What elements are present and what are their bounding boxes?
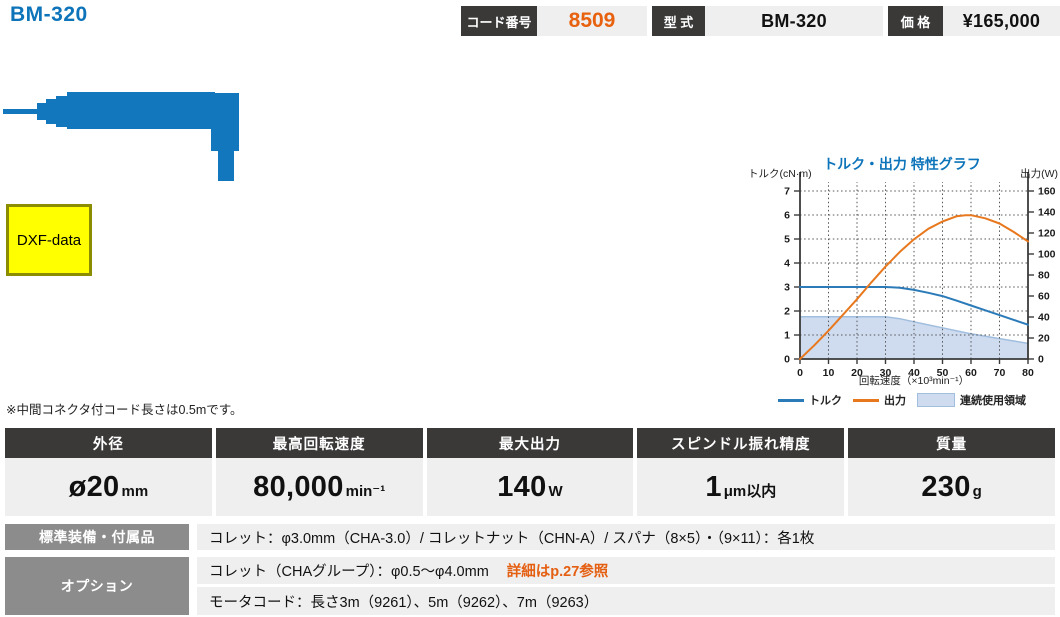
price-value: ¥165,000 [962,10,1041,31]
spec-table: 外径 最高回転速度 最大出力 スピンドル振れ精度 質量 ø20 mm 80,000… [5,428,1055,516]
spec-header-row: 外径 最高回転速度 最大出力 スピンドル振れ精度 質量 [5,428,1055,458]
svg-text:20: 20 [851,367,863,379]
spec-value-max-speed: 80,000 min⁻¹ [215,458,423,516]
options-line-motor-cord: モータコード：長さ3m（9261）、5m（9262）、7m（9263） [197,587,1055,615]
page-title: BM-320 [10,3,88,26]
chart-x-axis-label: 回転速度（×10³min⁻¹） [858,375,970,387]
options-label: オプション [5,557,189,615]
svg-text:0: 0 [784,354,790,366]
svg-text:50: 50 [937,367,949,379]
accessories-content: コレット：φ3.0mm（CHA-3.0）/ コレットナット（CHN-A）/ スパ… [197,524,1055,550]
model-value: BM-320 [761,10,827,31]
svg-text:160: 160 [1038,186,1056,198]
svg-text:120: 120 [1038,228,1056,240]
svg-text:0: 0 [1038,354,1044,366]
code-number-badge: コード番号 [461,6,537,36]
chart-left-axis-label: トルク(cN·m) [748,168,812,180]
spec-header-weight: 質量 [848,428,1055,458]
spec-value-max-output: 140 W [426,458,634,516]
price-badge: 価 格 [888,6,943,36]
product-image [3,92,239,181]
spec-header-max-output: 最大出力 [426,428,634,458]
svg-text:1: 1 [784,330,790,342]
legend-line-swatch [853,398,879,402]
header-price-group: 価 格 ¥165,000 [888,6,1060,36]
svg-text:3: 3 [784,282,790,294]
code-number-value-cell: 8509 [537,6,647,36]
spec-value-outer-diameter: ø20 mm [5,458,212,516]
svg-text:60: 60 [965,367,977,379]
svg-text:4: 4 [784,258,790,270]
accessories-row: 標準装備・付属品 コレット：φ3.0mm（CHA-3.0）/ コレットナット（C… [5,524,1055,550]
svg-text:140: 140 [1038,207,1056,219]
svg-text:20: 20 [1038,333,1050,345]
svg-text:80: 80 [1038,270,1050,282]
options-line-collet: コレット（CHAグループ）：φ0.5～φ4.0mm 詳細はp.27参照 [197,557,1055,584]
header-code-group: コード番号 8509 [461,6,647,36]
dxf-data-label: DXF-data [16,231,82,249]
torque-output-chart: トルク・出力 特性グラフ トルク(cN·m) 出力(W) 0 1 2 3 4 5 6 7 0 20… [746,152,1058,410]
svg-text:7: 7 [784,186,790,198]
spec-header-outer-diameter: 外径 [5,428,212,458]
svg-text:10: 10 [823,367,835,379]
spec-value-weight: 230 g [848,458,1055,516]
legend-item: 連続使用領域 [917,392,1026,408]
options-row: オプション コレット（CHAグループ）：φ0.5～φ4.0mm 詳細はp.27参… [5,557,1055,615]
chart-title: トルク・出力 特性グラフ [823,156,981,172]
details-page-link[interactable]: 詳細はp.27参照 [506,564,609,580]
legend-line-swatch [778,398,804,402]
price-value-cell: ¥165,000 [943,6,1060,36]
code-number-value: 8509 [568,9,616,32]
svg-text:0: 0 [797,367,803,379]
svg-text:30: 30 [880,367,892,379]
spec-header-runout: スピンドル振れ精度 [637,428,845,458]
model-badge: 型 式 [652,6,705,36]
svg-text:60: 60 [1038,291,1050,303]
accessories-label: 標準装備・付属品 [5,524,189,550]
cord-length-note: ※中間コネクタ付コード長さは0.5mです。 [6,403,243,417]
svg-text:100: 100 [1038,249,1056,261]
options-content-column: コレット（CHAグループ）：φ0.5～φ4.0mm 詳細はp.27参照 モータコ… [197,557,1055,615]
spec-value-runout: 1 μm以内 [637,458,845,516]
legend-area-swatch [917,393,955,407]
model-value-cell: BM-320 [705,6,883,36]
svg-text:70: 70 [994,367,1006,379]
legend-item: 出力 [853,392,906,408]
dxf-data-button[interactable]: DXF-data [6,204,92,276]
svg-text:6: 6 [784,210,790,222]
header-model-group: 型 式 BM-320 [652,6,883,36]
svg-text:80: 80 [1022,367,1034,379]
spec-value-row: ø20 mm 80,000 min⁻¹ 140 W 1 μm以内 230 g [5,458,1055,516]
chart-right-axis-label: 出力(W) [1020,168,1058,180]
legend-label: 連続使用領域 [960,395,1026,407]
chart-legend: トルク 出力 連続使用領域 [746,392,1058,408]
spec-header-max-speed: 最高回転速度 [215,428,423,458]
legend-item: トルク [778,392,842,408]
svg-text:5: 5 [784,234,790,246]
legend-label: 出力 [884,395,906,407]
legend-label: トルク [809,395,842,407]
svg-text:2: 2 [784,306,790,318]
svg-text:40: 40 [1038,312,1050,324]
svg-text:40: 40 [908,367,920,379]
